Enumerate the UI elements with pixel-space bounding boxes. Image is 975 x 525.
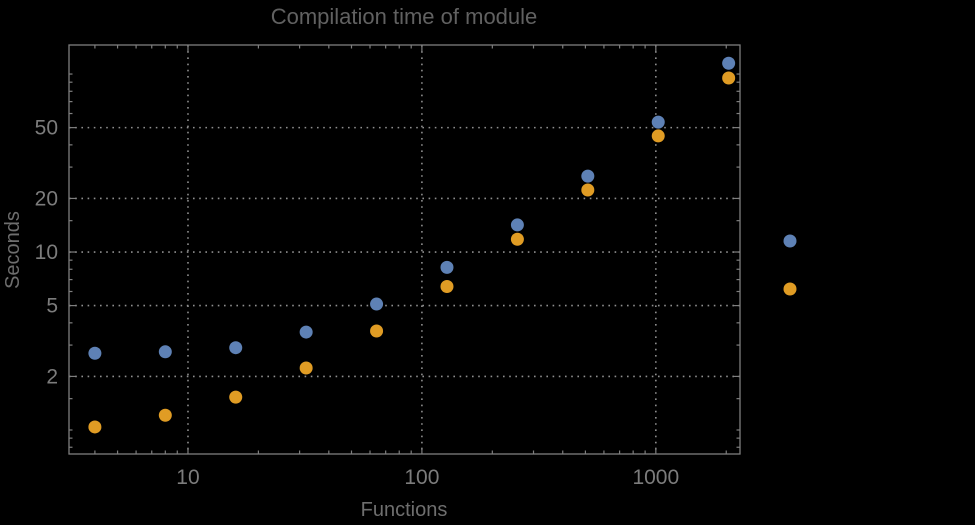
y-tick-label: 5 <box>46 295 58 318</box>
data-point-orange <box>651 129 665 143</box>
data-point-orange <box>722 71 736 85</box>
plot-frame <box>68 44 741 455</box>
data-point-blue <box>440 260 454 274</box>
chart-title: Compilation time of module <box>271 4 538 29</box>
data-point-blue <box>651 115 665 129</box>
data-point-blue <box>158 345 172 359</box>
data-point-blue <box>370 297 384 311</box>
x-tick-label: 10 <box>176 466 199 489</box>
data-point-orange <box>299 361 313 375</box>
tick-labels: 10 100 1000 2 5 10 20 50 <box>35 117 680 489</box>
y-axis-label: Seconds <box>2 211 24 289</box>
data-point-orange <box>510 232 524 246</box>
data-point-orange <box>370 324 384 338</box>
data-point-blue <box>299 325 313 339</box>
gridlines <box>69 45 740 454</box>
x-axis-label: Functions <box>361 499 448 521</box>
y-tick-label: 20 <box>35 187 58 210</box>
x-tick-label: 1000 <box>632 466 679 489</box>
data-point-blue <box>581 169 595 183</box>
data-point-blue <box>722 56 736 70</box>
data-point-orange <box>158 408 172 422</box>
x-tick-label: 100 <box>404 466 439 489</box>
data-points <box>88 56 736 434</box>
data-point-orange <box>440 280 454 294</box>
data-point-blue <box>229 341 243 355</box>
y-tick-label: 2 <box>46 365 58 388</box>
y-tick-label: 50 <box>35 117 58 140</box>
y-tick-label: 10 <box>35 241 58 264</box>
data-point-blue <box>510 218 524 232</box>
legend-marker-blue <box>783 234 797 248</box>
legend-marker-orange <box>783 282 797 296</box>
axis-ticks <box>69 45 740 454</box>
data-point-orange <box>88 420 102 434</box>
legend <box>783 234 797 296</box>
data-point-blue <box>88 346 102 360</box>
data-point-orange <box>581 183 595 197</box>
data-point-orange <box>229 390 243 404</box>
